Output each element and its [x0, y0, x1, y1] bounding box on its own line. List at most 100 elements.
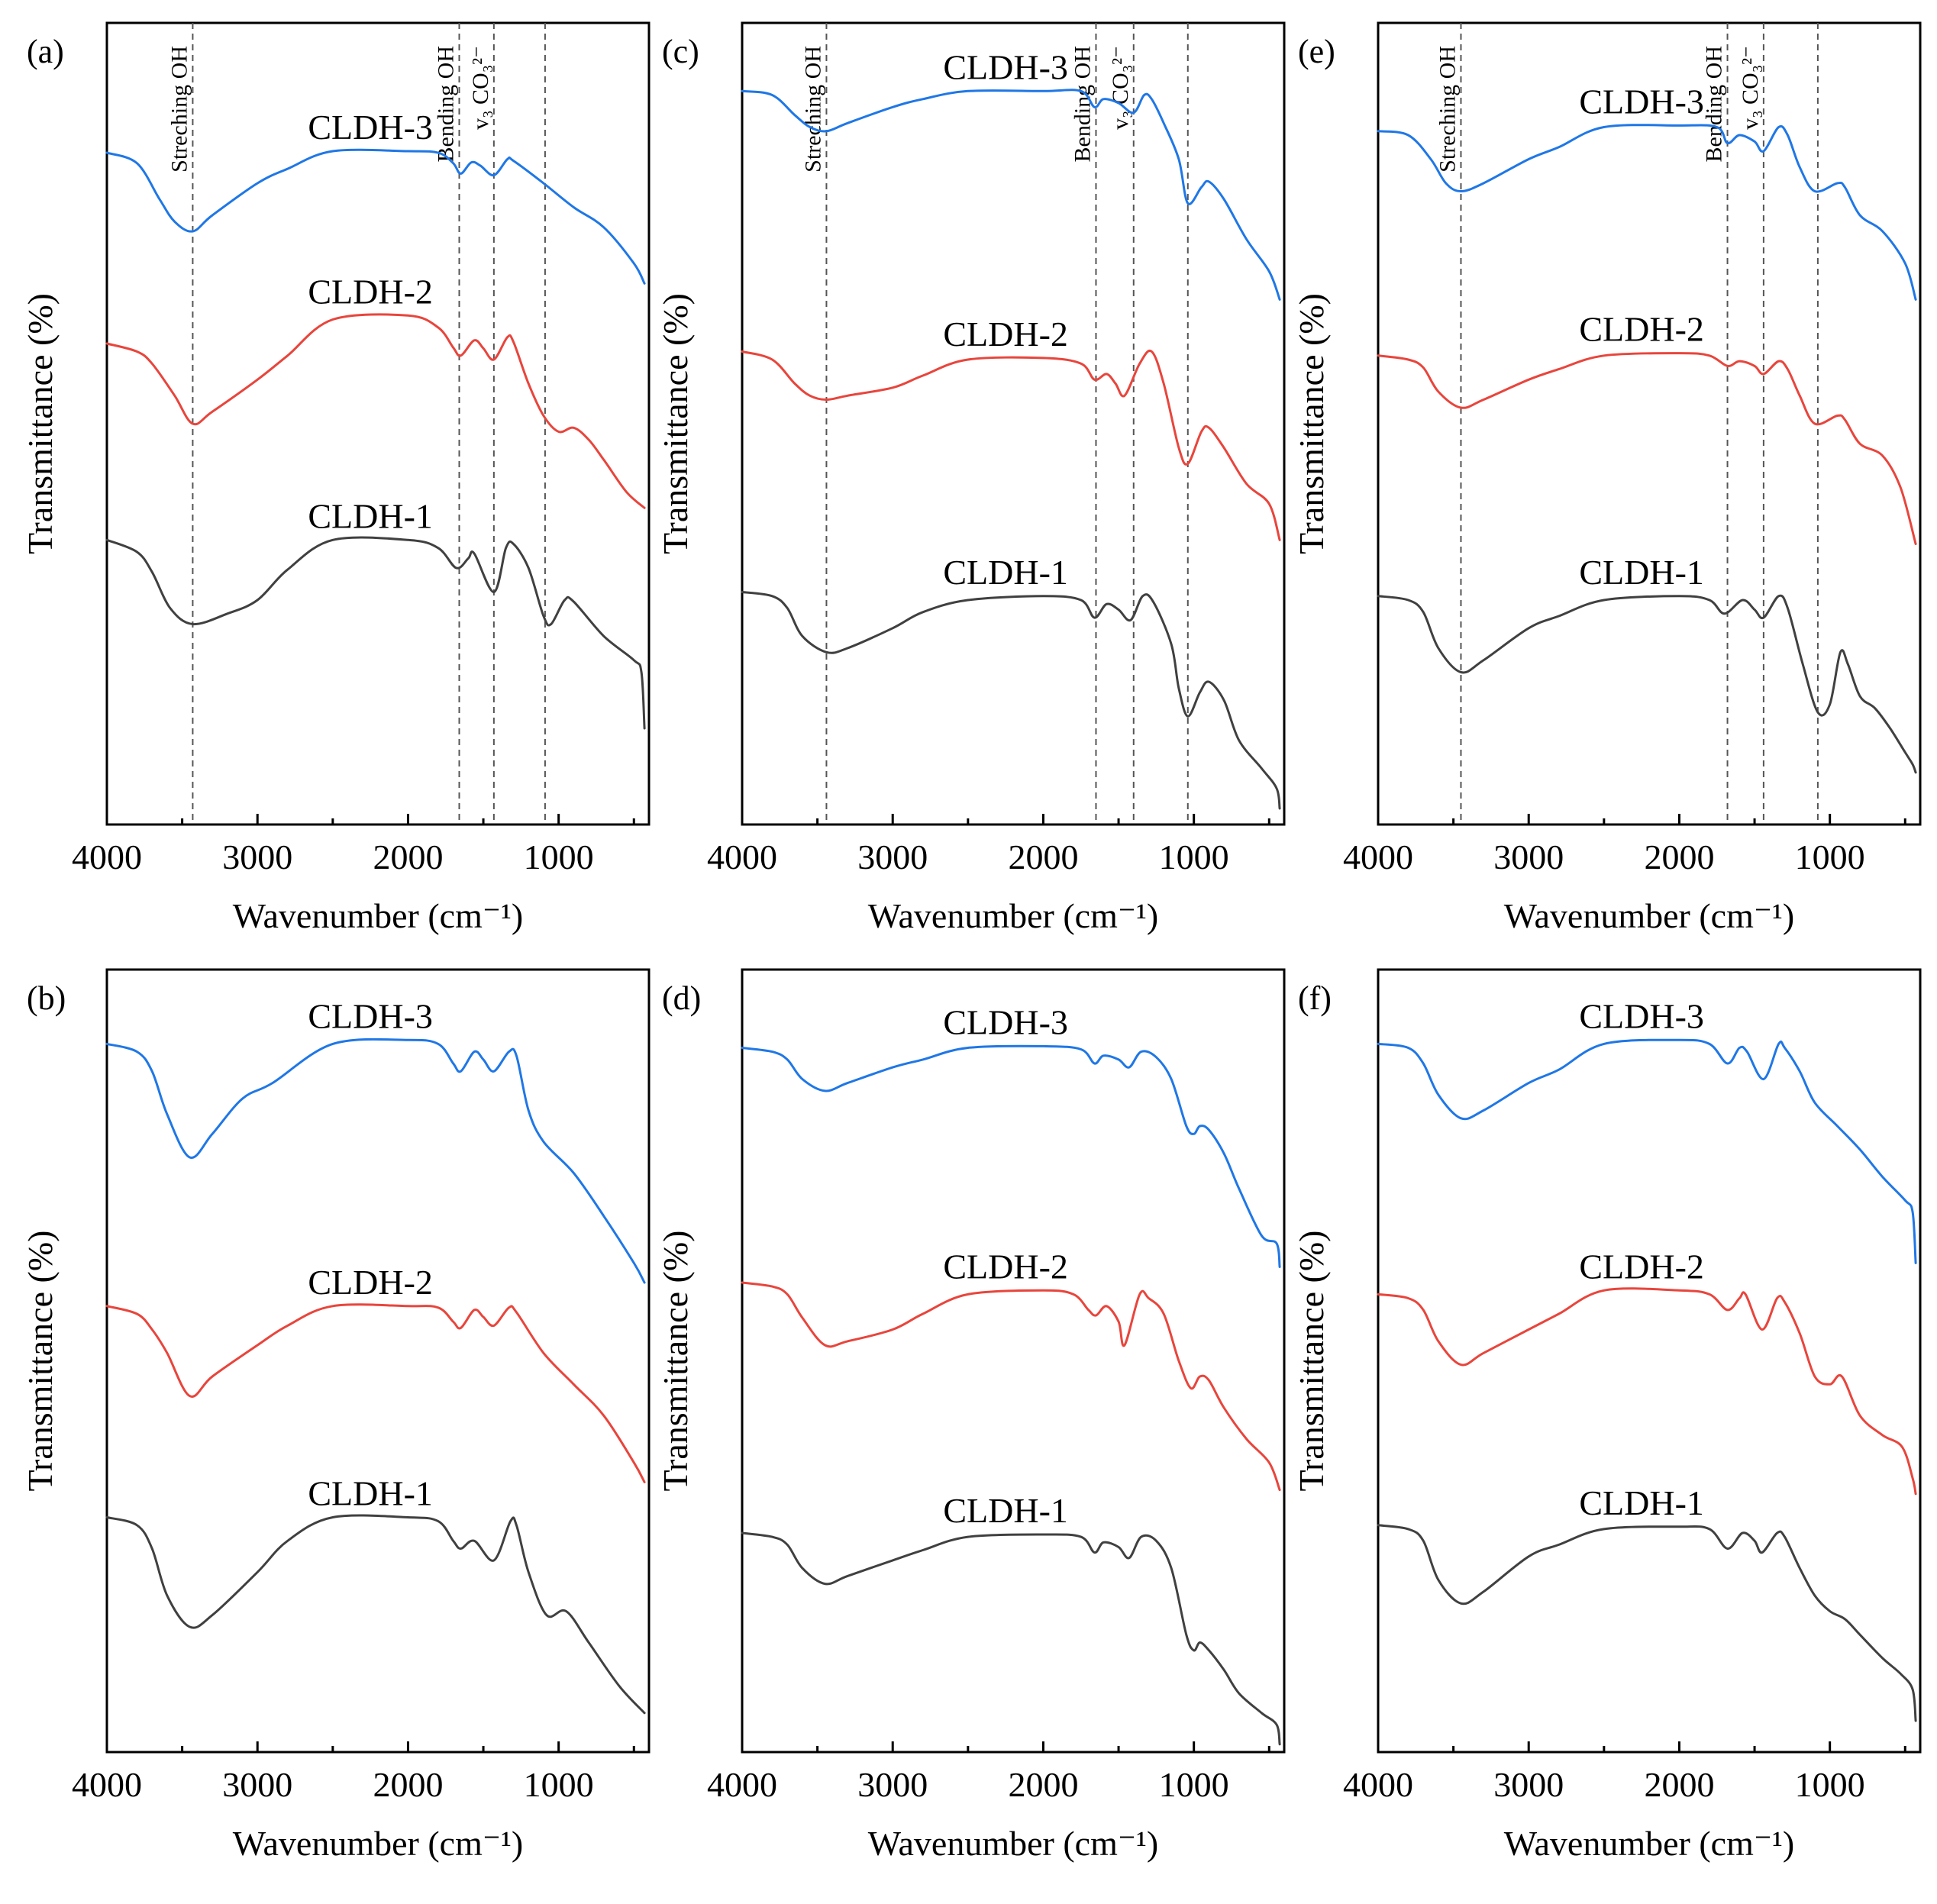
series-line-cldh-3 — [105, 1038, 646, 1284]
x-tick-label: 3000 — [1493, 1765, 1564, 1804]
series-label: CLDH-1 — [943, 553, 1068, 592]
x-axis-label: Wavenumber (cm⁻¹) — [868, 896, 1159, 935]
plot-frame — [741, 21, 1286, 826]
series-line-cldh-1 — [105, 536, 646, 730]
series-line-cldh-1 — [1377, 1524, 1917, 1722]
annotation-label: v₃ CO₃²⁻ — [1108, 46, 1133, 130]
series-line-cldh-3 — [741, 89, 1281, 301]
series-label: CLDH-3 — [943, 1002, 1068, 1041]
x-tick-label: 1000 — [524, 837, 594, 876]
series-line-cldh-1 — [105, 1514, 646, 1715]
x-axis-label: Wavenumber (cm⁻¹) — [1504, 1824, 1795, 1863]
series-line-cldh-3 — [741, 1044, 1281, 1268]
series-label: CLDH-2 — [943, 315, 1068, 353]
x-tick-label: 1000 — [1795, 1765, 1865, 1804]
annotation-label: Streching OH — [800, 46, 825, 173]
annotation-label: Bending OH — [1702, 46, 1727, 163]
series-label: CLDH-3 — [308, 996, 433, 1035]
y-axis-label: Transmittance (%) — [1292, 293, 1331, 554]
x-tick-label: 4000 — [1343, 837, 1413, 876]
x-axis-label: Wavenumber (cm⁻¹) — [868, 1824, 1159, 1863]
annotation-label: Streching OH — [166, 46, 192, 173]
series-label: CLDH-3 — [1579, 996, 1704, 1035]
series-label: CLDH-1 — [943, 1491, 1068, 1530]
x-tick-label: 1000 — [1159, 837, 1229, 876]
series-label: CLDH-1 — [308, 1474, 433, 1513]
x-tick-label: 2000 — [1644, 1765, 1714, 1804]
series-label: CLDH-3 — [308, 108, 433, 147]
series-label: CLDH-2 — [943, 1247, 1068, 1286]
series-line-cldh-1 — [741, 591, 1281, 810]
series-label: CLDH-2 — [1579, 1247, 1704, 1286]
plot-frame — [1377, 968, 1922, 1754]
annotation-label: v₃ CO₃²⁻ — [1738, 46, 1763, 130]
series-label: CLDH-2 — [1579, 310, 1704, 349]
series-label: CLDH-1 — [1579, 1483, 1704, 1522]
panel-label: (d) — [662, 979, 701, 1017]
series-label: CLDH-1 — [308, 496, 433, 535]
x-tick-label: 3000 — [857, 1765, 928, 1804]
panel-label: (b) — [27, 979, 66, 1017]
series-line-cldh-3 — [1377, 124, 1917, 301]
panel-label: (a) — [27, 33, 64, 70]
series-line-cldh-2 — [1377, 352, 1917, 545]
plot-frame — [741, 968, 1286, 1754]
x-tick-label: 4000 — [1343, 1765, 1413, 1804]
panel-label: (c) — [662, 33, 699, 70]
y-axis-label: Transmittance (%) — [656, 1231, 695, 1492]
series-line-cldh-2 — [741, 1281, 1281, 1492]
x-tick-label: 1000 — [1795, 837, 1865, 876]
x-tick-label: 2000 — [1644, 837, 1714, 876]
series-line-cldh-1 — [1377, 594, 1917, 774]
plot-frame — [105, 968, 651, 1754]
y-axis-label: Transmittance (%) — [1292, 1231, 1331, 1492]
y-axis-label: Transmittance (%) — [656, 293, 695, 554]
x-axis-label: Wavenumber (cm⁻¹) — [1504, 896, 1795, 935]
x-tick-label: 4000 — [707, 837, 777, 876]
x-tick-label: 4000 — [72, 837, 142, 876]
x-tick-label: 2000 — [1008, 837, 1078, 876]
series-label: CLDH-2 — [308, 272, 433, 311]
x-tick-label: 4000 — [707, 1765, 777, 1804]
annotation-label: Streching OH — [1435, 46, 1460, 173]
x-tick-label: 2000 — [373, 1765, 443, 1804]
panel-label: (f) — [1298, 979, 1332, 1017]
x-tick-label: 3000 — [857, 837, 928, 876]
series-line-cldh-3 — [1377, 1038, 1917, 1264]
x-tick-label: 2000 — [1008, 1765, 1078, 1804]
annotation-label: Bending OH — [434, 46, 459, 163]
x-tick-label: 2000 — [373, 837, 443, 876]
series-line-cldh-2 — [105, 313, 646, 509]
x-tick-label: 3000 — [222, 1765, 292, 1804]
y-axis-label: Transmittance (%) — [21, 1231, 60, 1492]
series-line-cldh-2 — [105, 1303, 646, 1483]
panel-label: (e) — [1298, 33, 1335, 70]
series-line-cldh-2 — [741, 350, 1281, 541]
series-line-cldh-1 — [741, 1531, 1281, 1746]
y-axis-label: Transmittance (%) — [21, 293, 60, 554]
x-tick-label: 3000 — [222, 837, 292, 876]
x-tick-label: 1000 — [524, 1765, 594, 1804]
series-line-cldh-2 — [1377, 1287, 1917, 1496]
x-tick-label: 4000 — [72, 1765, 142, 1804]
x-axis-label: Wavenumber (cm⁻¹) — [233, 1824, 524, 1863]
series-label: CLDH-2 — [308, 1263, 433, 1302]
series-label: CLDH-1 — [1579, 553, 1704, 592]
plot-frame — [105, 21, 651, 826]
x-axis-label: Wavenumber (cm⁻¹) — [233, 896, 524, 935]
annotation-label: v₃ CO₃²⁻ — [468, 46, 493, 130]
x-tick-label: 3000 — [1493, 837, 1564, 876]
plot-frame — [1377, 21, 1922, 826]
x-tick-label: 1000 — [1159, 1765, 1229, 1804]
series-label: CLDH-3 — [943, 47, 1068, 86]
series-label: CLDH-3 — [1579, 82, 1704, 121]
series-line-cldh-3 — [105, 148, 646, 285]
